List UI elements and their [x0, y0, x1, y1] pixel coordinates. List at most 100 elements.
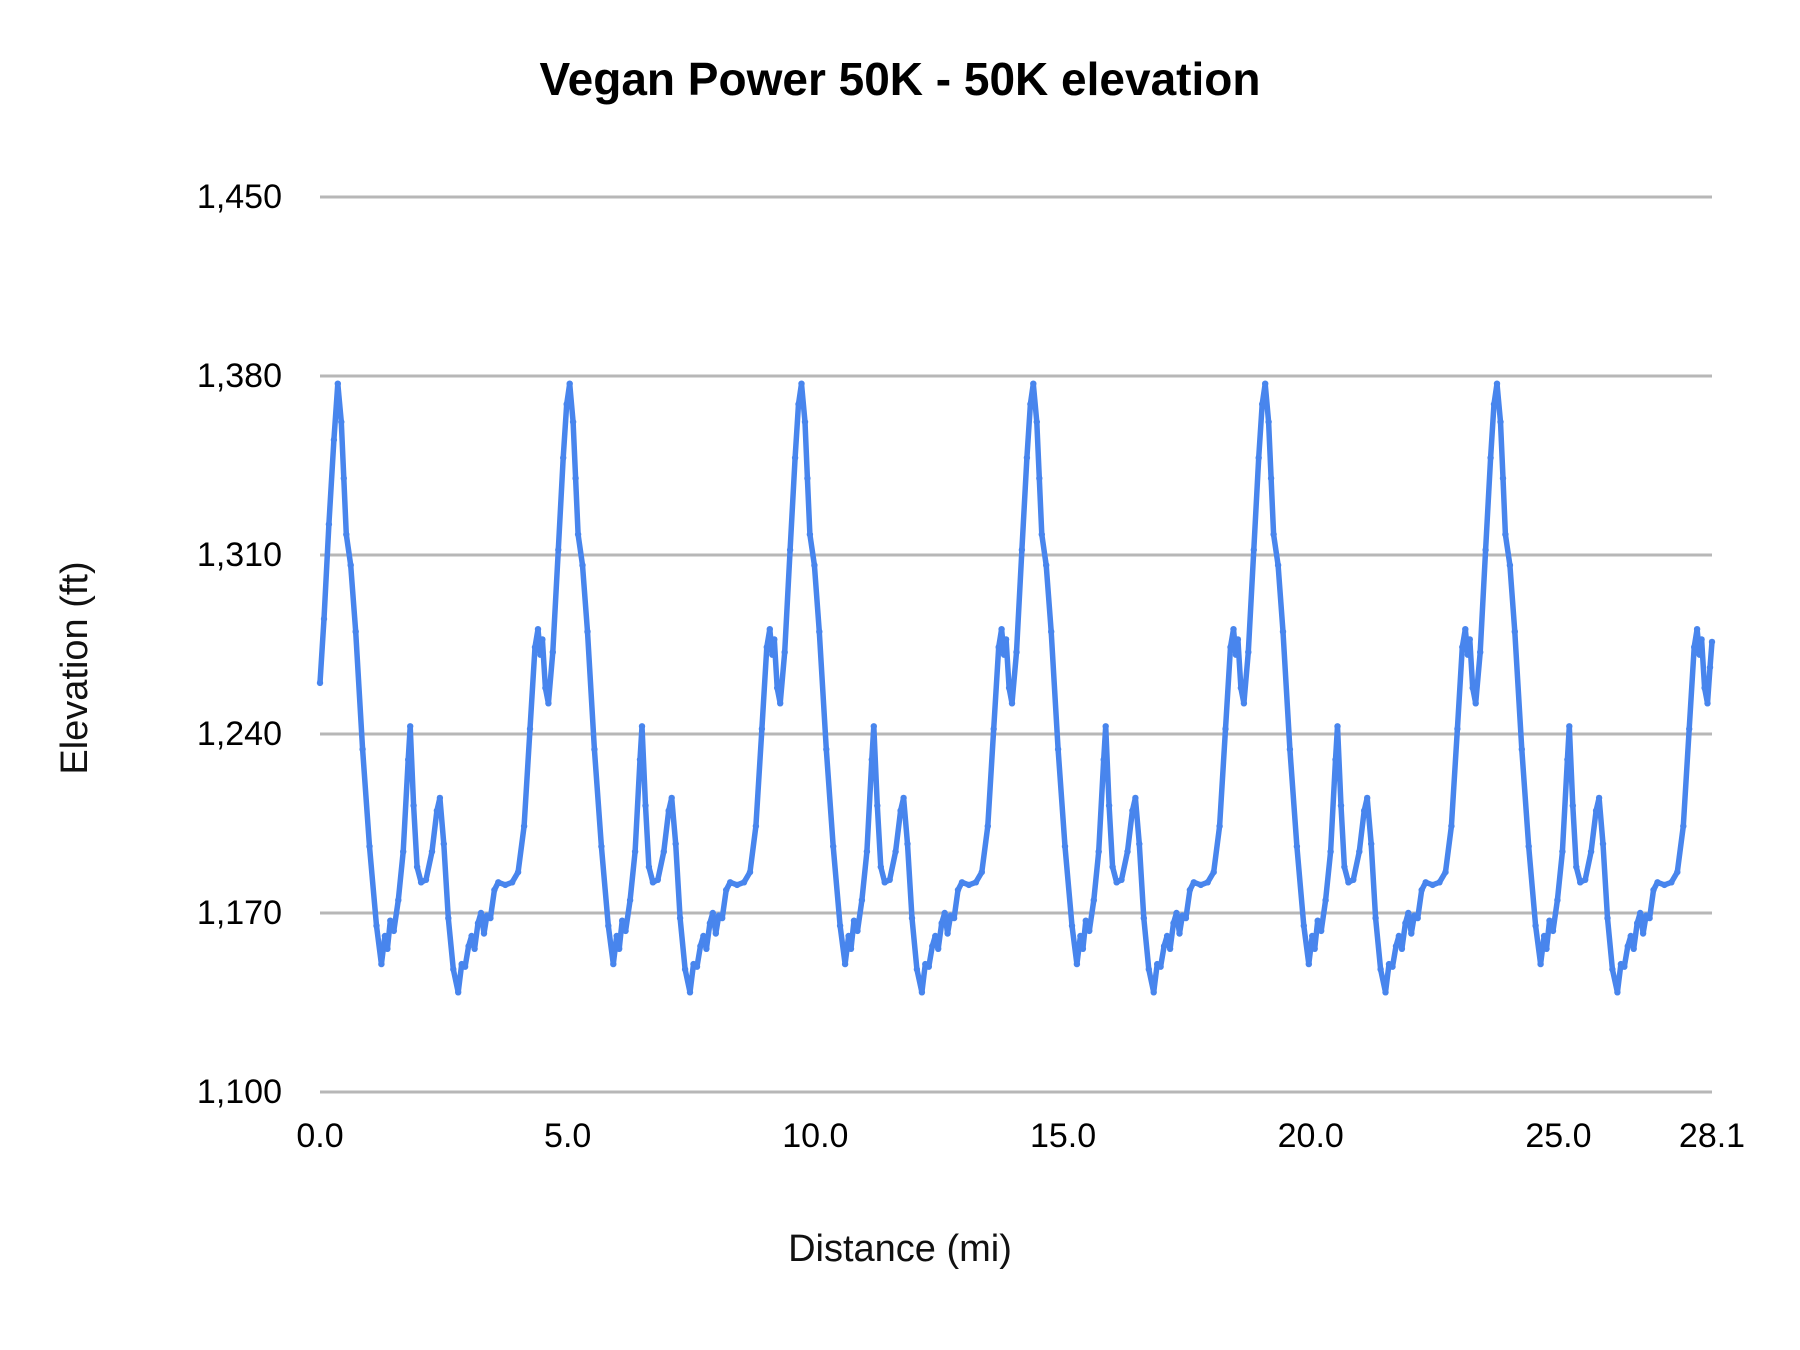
data-point: [1166, 945, 1174, 952]
data-point: [1540, 932, 1548, 940]
data-point: [1061, 843, 1069, 850]
data-point: [622, 927, 629, 935]
x-tick-label: 15.0: [1029, 1117, 1097, 1155]
data-point: [642, 802, 649, 809]
data-point: [1345, 879, 1352, 886]
data-point: [1405, 909, 1412, 917]
data-point: [1227, 643, 1234, 651]
data-point: [740, 879, 748, 886]
data-point: [1030, 380, 1037, 387]
data-point: [1102, 723, 1109, 730]
data-point: [480, 930, 488, 937]
data-point: [1686, 725, 1693, 733]
data-point: [709, 909, 716, 917]
data-point: [359, 746, 366, 753]
data-point: [1398, 945, 1406, 952]
data-point: [1314, 917, 1321, 924]
data-point: [436, 794, 444, 802]
data-point: [334, 380, 341, 387]
data-point: [1472, 700, 1479, 707]
data-point: [1033, 418, 1041, 426]
data-point: [468, 932, 475, 940]
data-point: [433, 807, 441, 814]
data-point: [1002, 636, 1010, 643]
data-point: [850, 917, 858, 924]
data-point: [935, 945, 942, 952]
data-point: [886, 876, 893, 883]
data-point: [1402, 920, 1409, 927]
data-point: [950, 914, 958, 922]
data-point: [1140, 914, 1148, 922]
data-point: [892, 848, 899, 855]
data-point: [954, 886, 962, 894]
data-point: [1054, 746, 1062, 753]
data-point: [1182, 914, 1190, 922]
data-point: [413, 863, 421, 871]
data-point: [549, 649, 556, 656]
data-point: [1559, 848, 1566, 855]
data-point: [1573, 863, 1580, 871]
data-point: [605, 922, 612, 929]
y-tick-label: 1,310: [196, 536, 282, 574]
data-point: [1023, 454, 1031, 461]
data-point: [465, 943, 472, 950]
data-point: [769, 651, 776, 658]
data-point: [1698, 636, 1705, 643]
data-point: [1086, 927, 1093, 935]
data-point: [786, 546, 794, 554]
data-point: [1546, 917, 1553, 924]
data-point: [1073, 960, 1081, 968]
data-point: [1232, 651, 1240, 658]
data-point: [1414, 914, 1421, 922]
data-point: [978, 868, 985, 876]
data-point: [877, 863, 884, 871]
data-point: [791, 454, 799, 461]
data-point: [352, 628, 359, 635]
data-point: [1279, 628, 1287, 635]
data-point: [1293, 843, 1301, 850]
data-point: [1566, 723, 1573, 730]
data-point: [1532, 922, 1539, 929]
data-point: [1630, 945, 1637, 952]
data-point: [1680, 822, 1687, 830]
data-point: [1549, 927, 1557, 935]
data-point: [1234, 636, 1242, 643]
data-point: [706, 920, 714, 927]
data-point: [534, 626, 542, 633]
data-point: [781, 649, 788, 656]
data-point: [1497, 418, 1504, 426]
data-point: [1706, 664, 1714, 671]
data-point: [1564, 756, 1571, 763]
x-tick-label: 10.0: [782, 1117, 849, 1155]
data-point: [984, 822, 991, 830]
data-point: [560, 454, 567, 461]
data-point: [1587, 848, 1595, 855]
data-point: [626, 897, 634, 904]
data-point: [1210, 868, 1217, 876]
data-point: [863, 848, 871, 855]
data-point: [801, 418, 809, 426]
data-point: [316, 679, 324, 687]
data-point: [1466, 636, 1474, 643]
data-point: [1286, 746, 1294, 753]
data-point: [1259, 400, 1266, 408]
data-point: [343, 531, 350, 538]
data-point: [461, 963, 469, 970]
data-point: [477, 909, 485, 917]
data-point: [400, 848, 407, 855]
data-point: [347, 562, 354, 569]
data-point: [1204, 879, 1211, 886]
data-point: [1136, 840, 1143, 848]
y-tick-label: 1,450: [196, 178, 282, 216]
data-point: [1408, 930, 1415, 937]
data-point: [1691, 643, 1698, 651]
data-point: [1464, 651, 1472, 658]
data-point: [897, 807, 904, 814]
data-point: [1270, 531, 1277, 538]
data-point: [1197, 881, 1205, 889]
data-point: [1418, 886, 1425, 894]
x-tick-label: 20.0: [1277, 1117, 1344, 1155]
data-point: [569, 418, 577, 426]
data-point: [1036, 475, 1043, 482]
